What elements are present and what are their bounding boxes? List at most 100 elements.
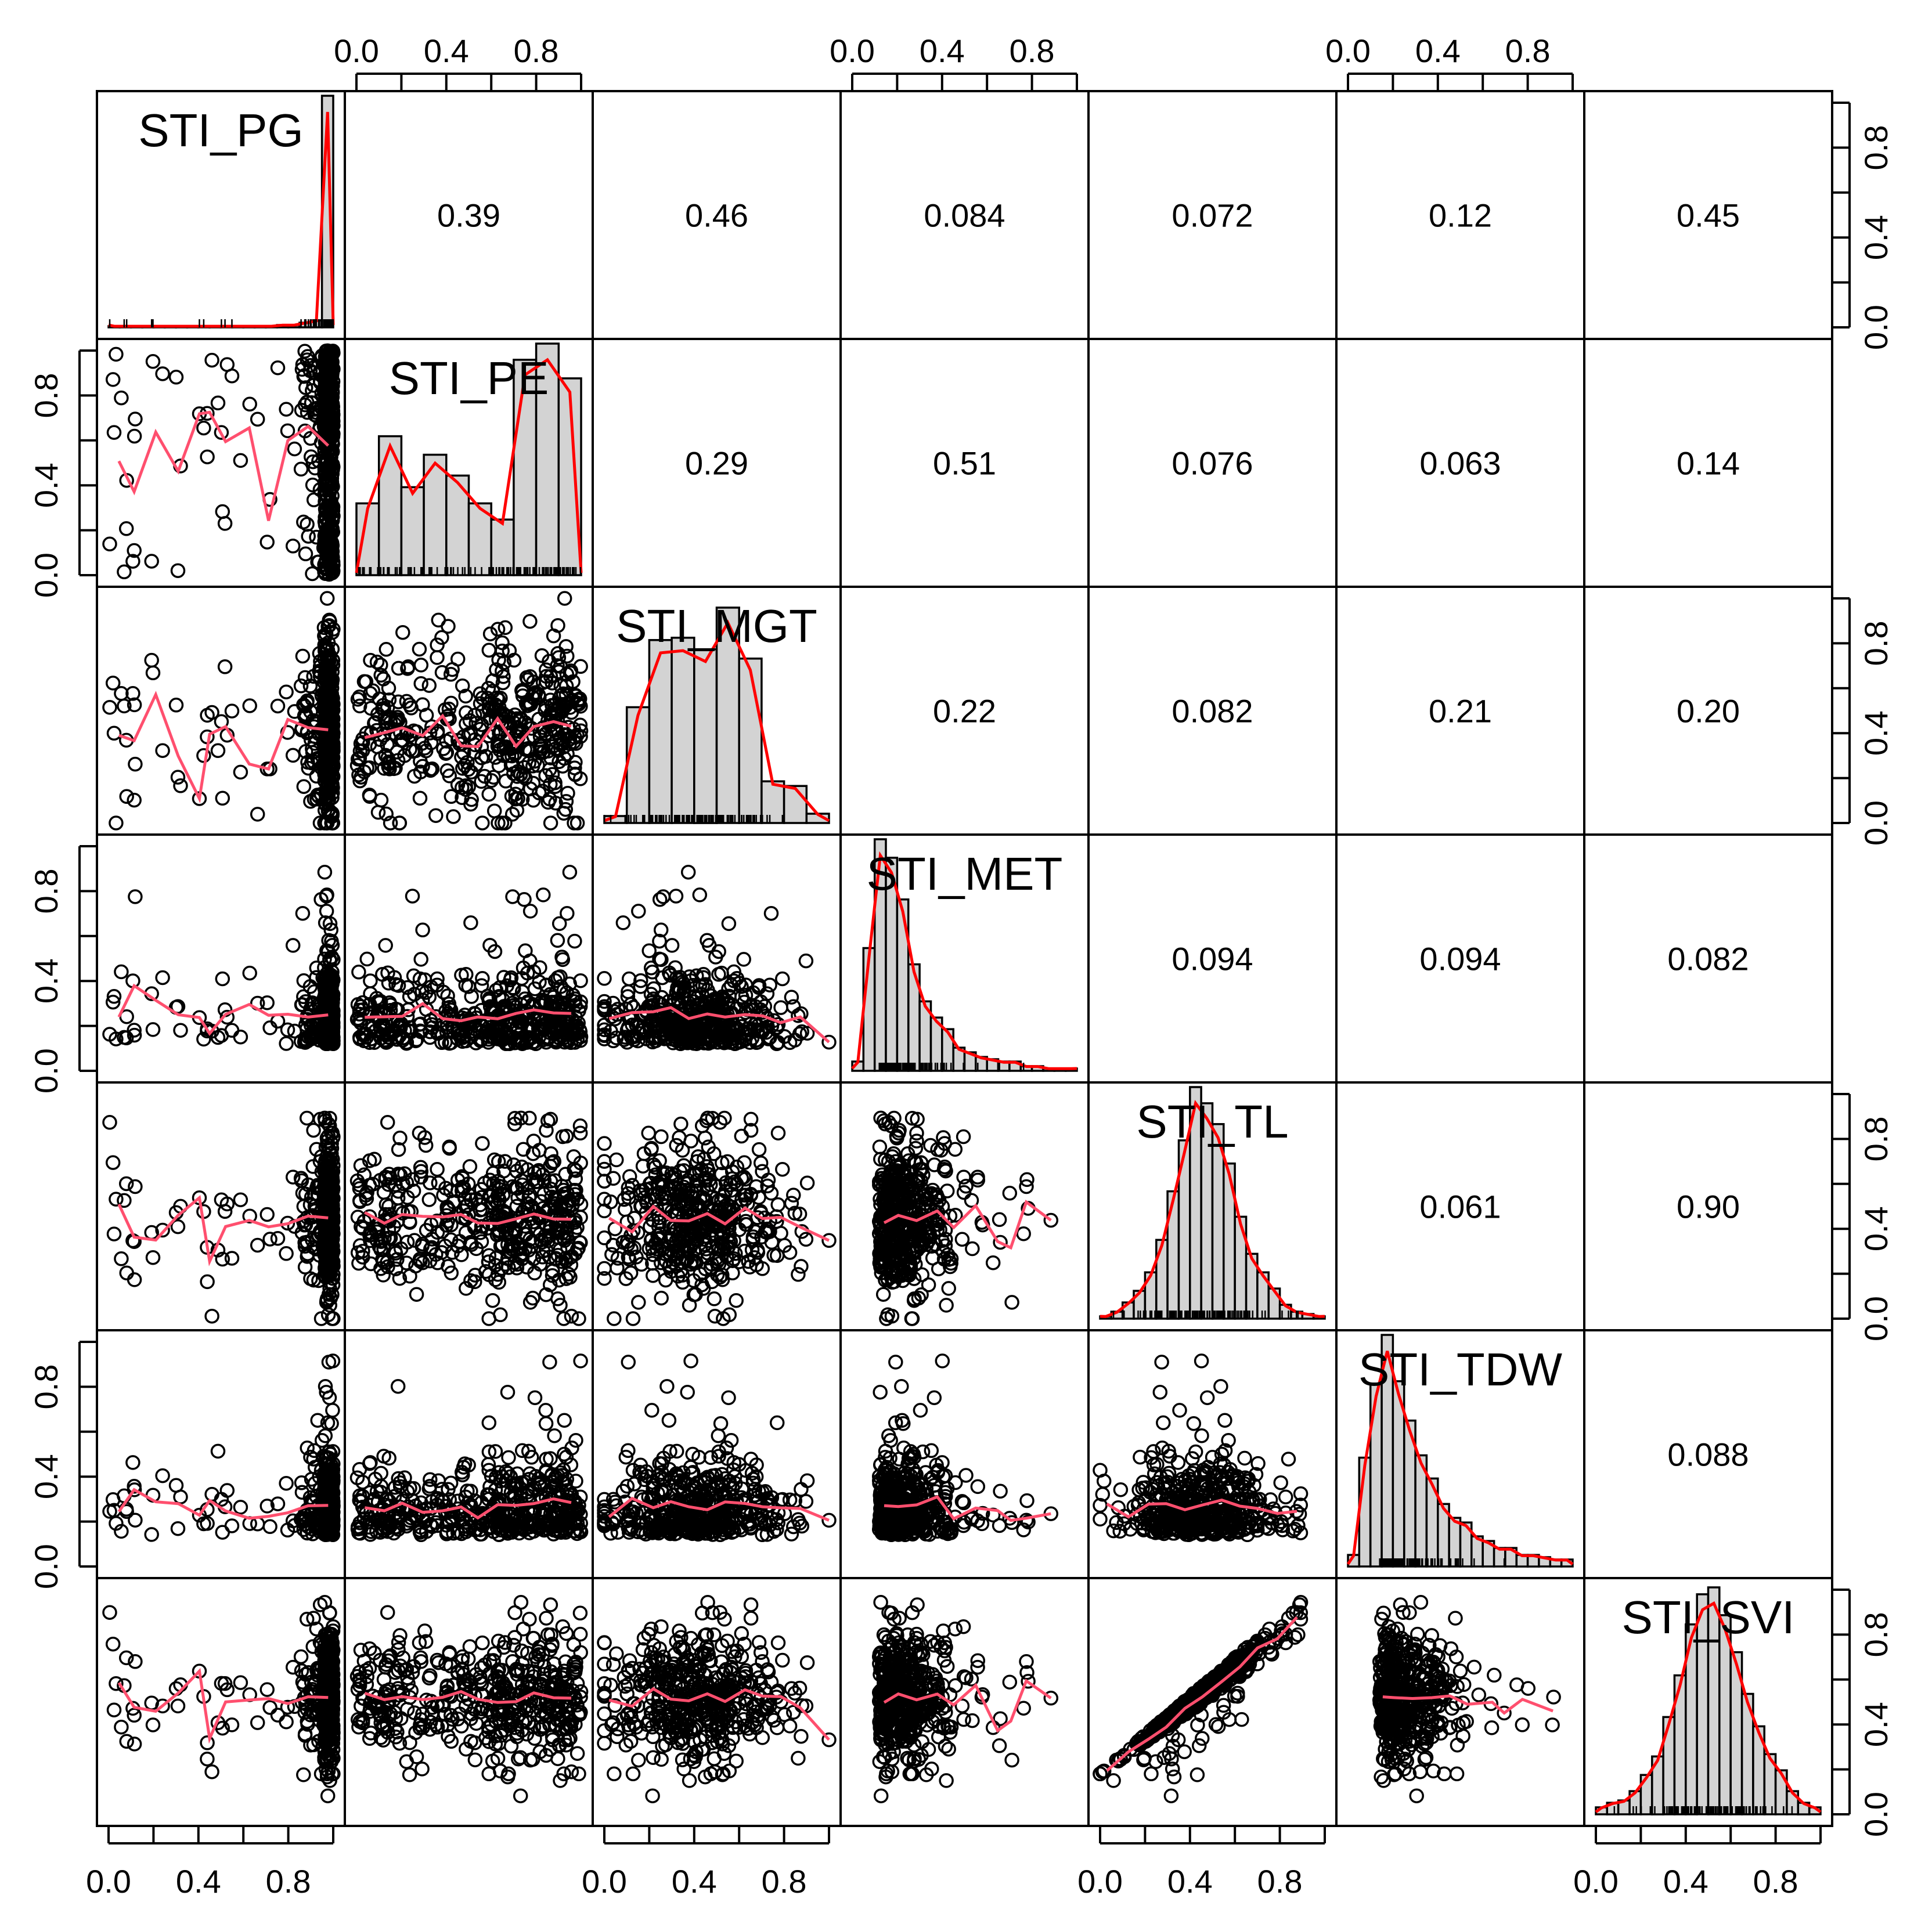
scatter-point bbox=[799, 1175, 815, 1190]
scatter-point bbox=[441, 619, 456, 634]
scatter-point bbox=[791, 1267, 806, 1282]
scatter-point bbox=[1016, 1226, 1031, 1241]
scatter-point bbox=[654, 1129, 669, 1145]
scatter-point bbox=[317, 864, 333, 880]
scatter-point bbox=[481, 786, 496, 802]
scatter-point bbox=[262, 1232, 277, 1247]
scatter-point bbox=[493, 1307, 508, 1323]
scatter-point bbox=[125, 1455, 140, 1470]
scatter-point bbox=[786, 1187, 801, 1203]
scatter-point bbox=[127, 1272, 142, 1287]
scatter-point bbox=[322, 541, 338, 556]
scatter-point bbox=[293, 461, 309, 477]
scatter-point bbox=[954, 1232, 970, 1247]
scatter-point bbox=[485, 1293, 500, 1308]
scatter-point bbox=[609, 1152, 624, 1168]
scatter-point bbox=[279, 402, 294, 417]
scatter-point bbox=[931, 1261, 946, 1276]
scatter-point bbox=[125, 554, 140, 569]
scatter-point bbox=[250, 1516, 265, 1532]
scatter-STI_MGT-vs-STI_PE bbox=[349, 591, 589, 831]
scatter-point bbox=[155, 1468, 170, 1483]
scatter-point bbox=[224, 703, 240, 719]
scatter-point bbox=[597, 1136, 612, 1151]
scatter-point bbox=[128, 889, 143, 904]
scatter-point bbox=[127, 792, 142, 808]
scatter-point bbox=[556, 1311, 571, 1326]
scatter-point bbox=[631, 1295, 646, 1310]
scatter-point bbox=[564, 1308, 579, 1324]
scatter-point bbox=[217, 659, 233, 674]
scatter-point bbox=[299, 395, 315, 410]
scatter-point bbox=[170, 1521, 186, 1536]
scatter-point bbox=[391, 694, 406, 710]
scatter-point bbox=[145, 354, 161, 369]
scatter-point bbox=[654, 1290, 669, 1306]
scatter-point bbox=[318, 374, 333, 390]
scatter-point bbox=[318, 510, 333, 525]
scatter-point bbox=[646, 1268, 661, 1283]
scatter-point bbox=[294, 362, 310, 377]
scatter-point bbox=[296, 779, 312, 794]
scatter-point bbox=[324, 391, 339, 406]
scatter-point bbox=[486, 803, 502, 818]
scatter-point bbox=[405, 889, 420, 904]
scatter-point bbox=[610, 1260, 625, 1276]
scatter-point bbox=[365, 683, 381, 698]
scatter-point bbox=[145, 1250, 161, 1265]
scatter-point bbox=[550, 933, 565, 948]
scatter-point bbox=[607, 1311, 622, 1326]
scatter-point bbox=[279, 1246, 294, 1261]
scatter-point bbox=[204, 1308, 219, 1324]
scatter-point bbox=[736, 952, 751, 967]
scatter-point bbox=[320, 466, 336, 482]
scatter-point bbox=[597, 1174, 612, 1189]
scatter-point bbox=[1004, 1295, 1019, 1310]
scatter-point bbox=[323, 415, 338, 431]
scatter-point bbox=[412, 790, 428, 806]
scatter-point bbox=[798, 953, 814, 969]
scatter-point bbox=[173, 778, 188, 793]
scatter-STI_TDW-vs-STI_PG bbox=[102, 1353, 341, 1543]
scatter-point bbox=[155, 743, 170, 758]
scatter-point bbox=[105, 1155, 121, 1170]
scatter-point bbox=[631, 904, 646, 919]
scatter-point bbox=[127, 543, 142, 558]
scatter-point bbox=[625, 1311, 641, 1326]
scatter-point bbox=[373, 792, 389, 808]
scatter-point bbox=[325, 525, 340, 540]
scatter-STI_TL-vs-STI_MET bbox=[871, 1110, 1059, 1326]
scatter-point bbox=[475, 1136, 490, 1151]
scatter-point bbox=[380, 1115, 395, 1130]
scatter-STI_TL-vs-STI_PE bbox=[349, 1110, 589, 1326]
scatter-point bbox=[707, 1291, 722, 1306]
scatter-point bbox=[270, 360, 286, 376]
scatter-STI_MET-vs-STI_PG bbox=[102, 864, 341, 1052]
scatter-point bbox=[446, 809, 461, 824]
scatter-point bbox=[392, 815, 407, 831]
scatter-point bbox=[522, 613, 538, 629]
scatter-point bbox=[325, 561, 340, 576]
panel-frame-6-6 bbox=[1583, 1577, 1833, 1827]
scatter-STI_MGT-vs-STI_PG bbox=[102, 591, 341, 831]
scatter-point bbox=[114, 390, 129, 406]
scatter-point bbox=[692, 887, 708, 903]
scatter-point bbox=[303, 358, 318, 373]
scatter-point bbox=[128, 411, 143, 427]
scatter-point bbox=[985, 1255, 1001, 1270]
scatter-point bbox=[259, 995, 275, 1010]
scatter-point bbox=[259, 535, 275, 550]
scatter-point bbox=[300, 349, 315, 364]
scatter-point bbox=[215, 790, 230, 806]
scatter-point bbox=[359, 951, 374, 967]
scatter-point bbox=[287, 441, 302, 457]
scatter-point bbox=[322, 458, 337, 473]
scatter-point bbox=[173, 1023, 188, 1038]
scatter-point bbox=[552, 916, 567, 932]
scatter-point bbox=[210, 1443, 226, 1459]
scatter-point bbox=[128, 1513, 143, 1528]
scatter-point bbox=[102, 536, 117, 552]
scatter-point bbox=[319, 591, 335, 606]
scatter-point bbox=[770, 1197, 785, 1212]
